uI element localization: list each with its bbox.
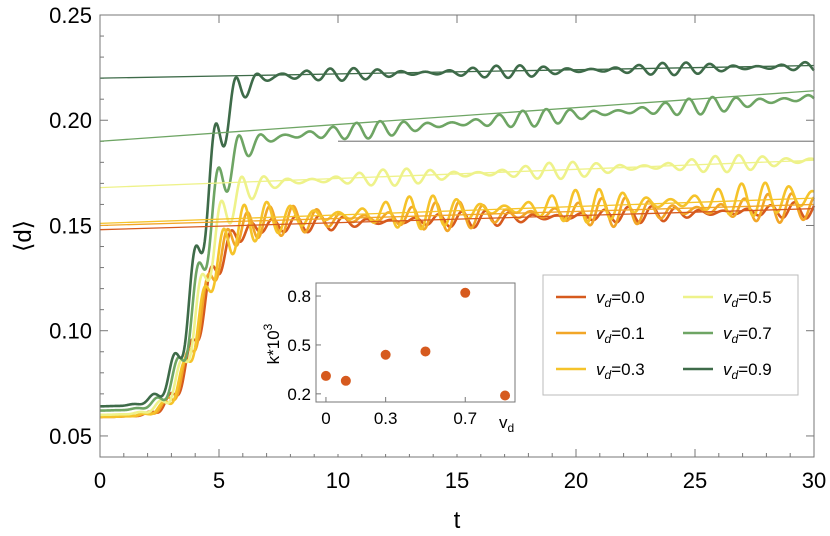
- inset-x-axis-label: vd: [499, 413, 514, 435]
- legend-label-vd-0.9: vd=0.9: [723, 360, 772, 382]
- legend: vd=0.0 vd=0.1 vd=0.3 vd=0.5 vd=0.7 vd=0.9: [542, 274, 799, 396]
- inset-point: [320, 370, 331, 381]
- main-y-tick-label: 0.25: [49, 3, 92, 28]
- legend-label-vd-0: vd=0.0: [596, 288, 645, 310]
- series-line-vd-0.5: [99, 153, 815, 417]
- inset-y-tick-label: 0.8: [287, 287, 311, 306]
- inset-point: [380, 349, 391, 360]
- inset-x-label-sym: v: [499, 413, 508, 432]
- inset-point: [340, 375, 351, 386]
- main-x-axis-label: t: [454, 507, 461, 534]
- main-x-tick-label: 15: [445, 468, 469, 493]
- inset-y-axis-label: k*103: [261, 323, 283, 364]
- inset-plot-frame: [315, 282, 516, 403]
- inset-x-label-sub: d: [508, 421, 515, 435]
- main-y-tick-label: 0.20: [49, 108, 92, 133]
- fit-line-vd-0.9: [99, 64, 815, 79]
- main-plot-frame: [99, 14, 815, 458]
- inset-y-label-exp: 3: [261, 323, 275, 330]
- legend-items: vd=0.0 vd=0.1 vd=0.3 vd=0.5 vd=0.7 vd=0.9: [556, 288, 772, 382]
- inset-y-tick-label: 0.2: [287, 385, 311, 404]
- main-x-tick-label: 5: [213, 468, 225, 493]
- legend-label-vd-0.7: vd=0.7: [723, 324, 772, 346]
- fit-line-vd-0.1: [99, 203, 815, 227]
- legend-label-vd-0.1: vd=0.1: [596, 324, 645, 346]
- fit-line-vd-0.3: [99, 197, 815, 225]
- main-y-tick-label: 0.10: [49, 319, 92, 344]
- main-x-tick-label: 30: [802, 468, 826, 493]
- main-x-tick-label: 10: [326, 468, 350, 493]
- inset-y-label-text: k*10: [264, 330, 283, 364]
- inset-chart: 0 0.3 0.7 0.2 0.5 0.8 k*103 vd: [261, 274, 517, 454]
- main-fit-lines: [99, 64, 815, 231]
- inset-x-tick-label: 0.7: [453, 409, 477, 428]
- main-x-tick-label: 25: [683, 468, 707, 493]
- inset-point: [500, 390, 511, 401]
- inset-x-tick-label: 0.3: [374, 409, 398, 428]
- legend-label-vd-0.3: vd=0.3: [596, 360, 645, 382]
- inset-point: [420, 346, 431, 357]
- main-y-tick-label: 0.05: [49, 424, 92, 449]
- fit-line-vd-0: [99, 207, 815, 231]
- series-line-vd-0.3: [99, 181, 815, 419]
- fit-line-vd-0.7: [99, 90, 815, 142]
- inset-y-tick-label: 0.5: [287, 336, 311, 355]
- fit-line-vd-0.5: [99, 159, 815, 189]
- series-line-vd-0.7: [99, 93, 815, 412]
- inset-background: [287, 274, 517, 454]
- inset-point: [460, 287, 471, 298]
- legend-label-vd-0.5: vd=0.5: [723, 288, 772, 310]
- main-x-tick-label: 20: [564, 468, 588, 493]
- main-y-tick-labels: 0.05 0.10 0.15 0.20 0.25: [49, 3, 92, 449]
- series-line-vd-0.9: [99, 60, 815, 408]
- main-x-tick-labels: 0 5 10 15 20 25 30: [94, 468, 826, 493]
- inset-ticks: 0 0.3 0.7 0.2 0.5 0.8: [287, 287, 477, 428]
- legend-box: [542, 274, 799, 396]
- main-x-tick-label: 0: [94, 468, 106, 493]
- inset-points: [320, 287, 511, 401]
- main-y-axis-label: ⟨d⟩: [10, 220, 37, 252]
- inset-x-tick-label: 0: [321, 409, 330, 428]
- main-y-tick-label: 0.15: [49, 213, 92, 238]
